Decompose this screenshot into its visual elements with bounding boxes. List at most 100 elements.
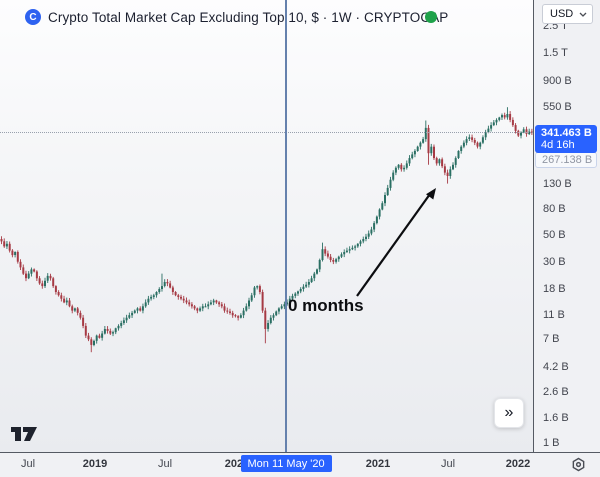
candle-body [313, 273, 316, 279]
vertical-event-line[interactable] [285, 0, 287, 452]
chart-pane[interactable]: 0 months C Crypto Total Market Cap Exclu… [0, 0, 534, 452]
candle-body [71, 306, 74, 311]
time-tick-label: Jul [440, 458, 456, 470]
candle-body [384, 195, 386, 204]
price-tick-label: 1.6 B [543, 411, 569, 424]
candle-body [248, 300, 250, 307]
candle-body [57, 292, 60, 296]
candle-body [389, 179, 392, 188]
candle-body [405, 163, 408, 168]
candle-body [38, 278, 41, 284]
candle-body [286, 302, 289, 305]
candle-body [457, 150, 460, 158]
candle-body [44, 280, 46, 287]
candle-body [174, 292, 177, 296]
tradingview-logo-icon[interactable] [10, 423, 38, 442]
candle-body [416, 146, 419, 151]
candle-body [237, 316, 240, 318]
candle-body [321, 249, 324, 260]
candle-body [204, 306, 207, 308]
zero-months-annotation[interactable]: 0 months [288, 296, 364, 315]
candle-body [517, 130, 520, 136]
candle-body [201, 306, 204, 309]
price-tick-label: 30 B [543, 255, 566, 268]
candle-body [473, 140, 476, 143]
symbol-title[interactable]: Crypto Total Market Cap Excluding Top 10… [48, 10, 449, 25]
candle-body [180, 296, 182, 299]
candle-body [400, 164, 403, 170]
candle-body [41, 283, 44, 287]
candle-body [427, 127, 430, 154]
candle-body [509, 114, 512, 120]
price-tick-label: 18 B [543, 282, 566, 295]
candle-body [231, 312, 234, 316]
candle-body [386, 187, 389, 195]
price-tick-label: 2.6 B [543, 386, 569, 399]
expand-panel-button[interactable]: » [494, 398, 524, 428]
candle-body [481, 137, 484, 143]
currency-label: USD [550, 8, 574, 20]
candle-body [267, 323, 270, 329]
candle-body [506, 114, 509, 118]
candle-body [234, 315, 237, 317]
candle-body [337, 256, 340, 260]
candle-body [443, 166, 446, 173]
candle-body [161, 286, 163, 289]
candle-body [90, 339, 93, 345]
cryptocap-logo-icon: C [25, 9, 41, 25]
candle-body [471, 137, 474, 140]
time-axis[interactable]: Mon 11 May '20 Jul 2019 Jul 2020 2021 Jul 2022 [0, 452, 600, 477]
candle-body [264, 310, 267, 329]
candle-body [373, 223, 376, 230]
chevron-down-icon [579, 12, 587, 17]
candle-body [98, 335, 101, 338]
candle-body [60, 295, 63, 299]
candle-body [378, 209, 381, 217]
candle-body [73, 308, 76, 311]
candle-body [95, 335, 98, 341]
candle-body [277, 308, 280, 312]
candle-body [291, 295, 294, 299]
candle-body [14, 252, 17, 255]
price-tick-label: 11 B [543, 309, 565, 322]
time-tick-label: Jul [157, 458, 173, 470]
candle-body [106, 329, 109, 331]
candle-body [68, 300, 71, 307]
candle-body [5, 243, 8, 247]
candle-body [46, 275, 49, 281]
axis-settings-gear-icon[interactable] [571, 457, 586, 472]
candle-body [158, 289, 161, 292]
candle-body [152, 295, 155, 297]
candle-body [408, 158, 411, 164]
candle-body [462, 142, 465, 147]
candle-body [226, 310, 229, 312]
price-axis[interactable]: USD 341.463 B 4d 16h 267.138 B 2.5 T 1.5 … [534, 0, 600, 452]
candle-body [253, 287, 256, 296]
candle-body [163, 282, 166, 286]
candle-body [487, 128, 490, 133]
secondary-price-label: 267.138 B [535, 152, 597, 169]
candle-body [528, 131, 531, 134]
candle-body [144, 302, 147, 307]
candle-body [16, 252, 19, 262]
candlestick-chart[interactable] [0, 0, 533, 452]
candle-body [375, 216, 378, 224]
trend-arrow[interactable] [0, 0, 533, 452]
candle-body [449, 169, 452, 176]
candle-body [297, 291, 299, 294]
candle-body [272, 315, 275, 318]
candle-body [0, 239, 3, 242]
candle-body [422, 139, 425, 143]
candle-body [329, 256, 332, 260]
candle-body [498, 117, 501, 120]
candle-body [468, 137, 471, 139]
candle-body [354, 246, 357, 248]
time-tick-label: 2021 [365, 458, 391, 470]
candle-body [356, 243, 359, 247]
candle-body [256, 286, 259, 288]
candle-body [87, 335, 90, 340]
candle-body [150, 296, 153, 299]
candle-body [365, 236, 367, 239]
currency-dropdown-button[interactable]: USD [542, 4, 593, 24]
candle-body [514, 125, 517, 131]
